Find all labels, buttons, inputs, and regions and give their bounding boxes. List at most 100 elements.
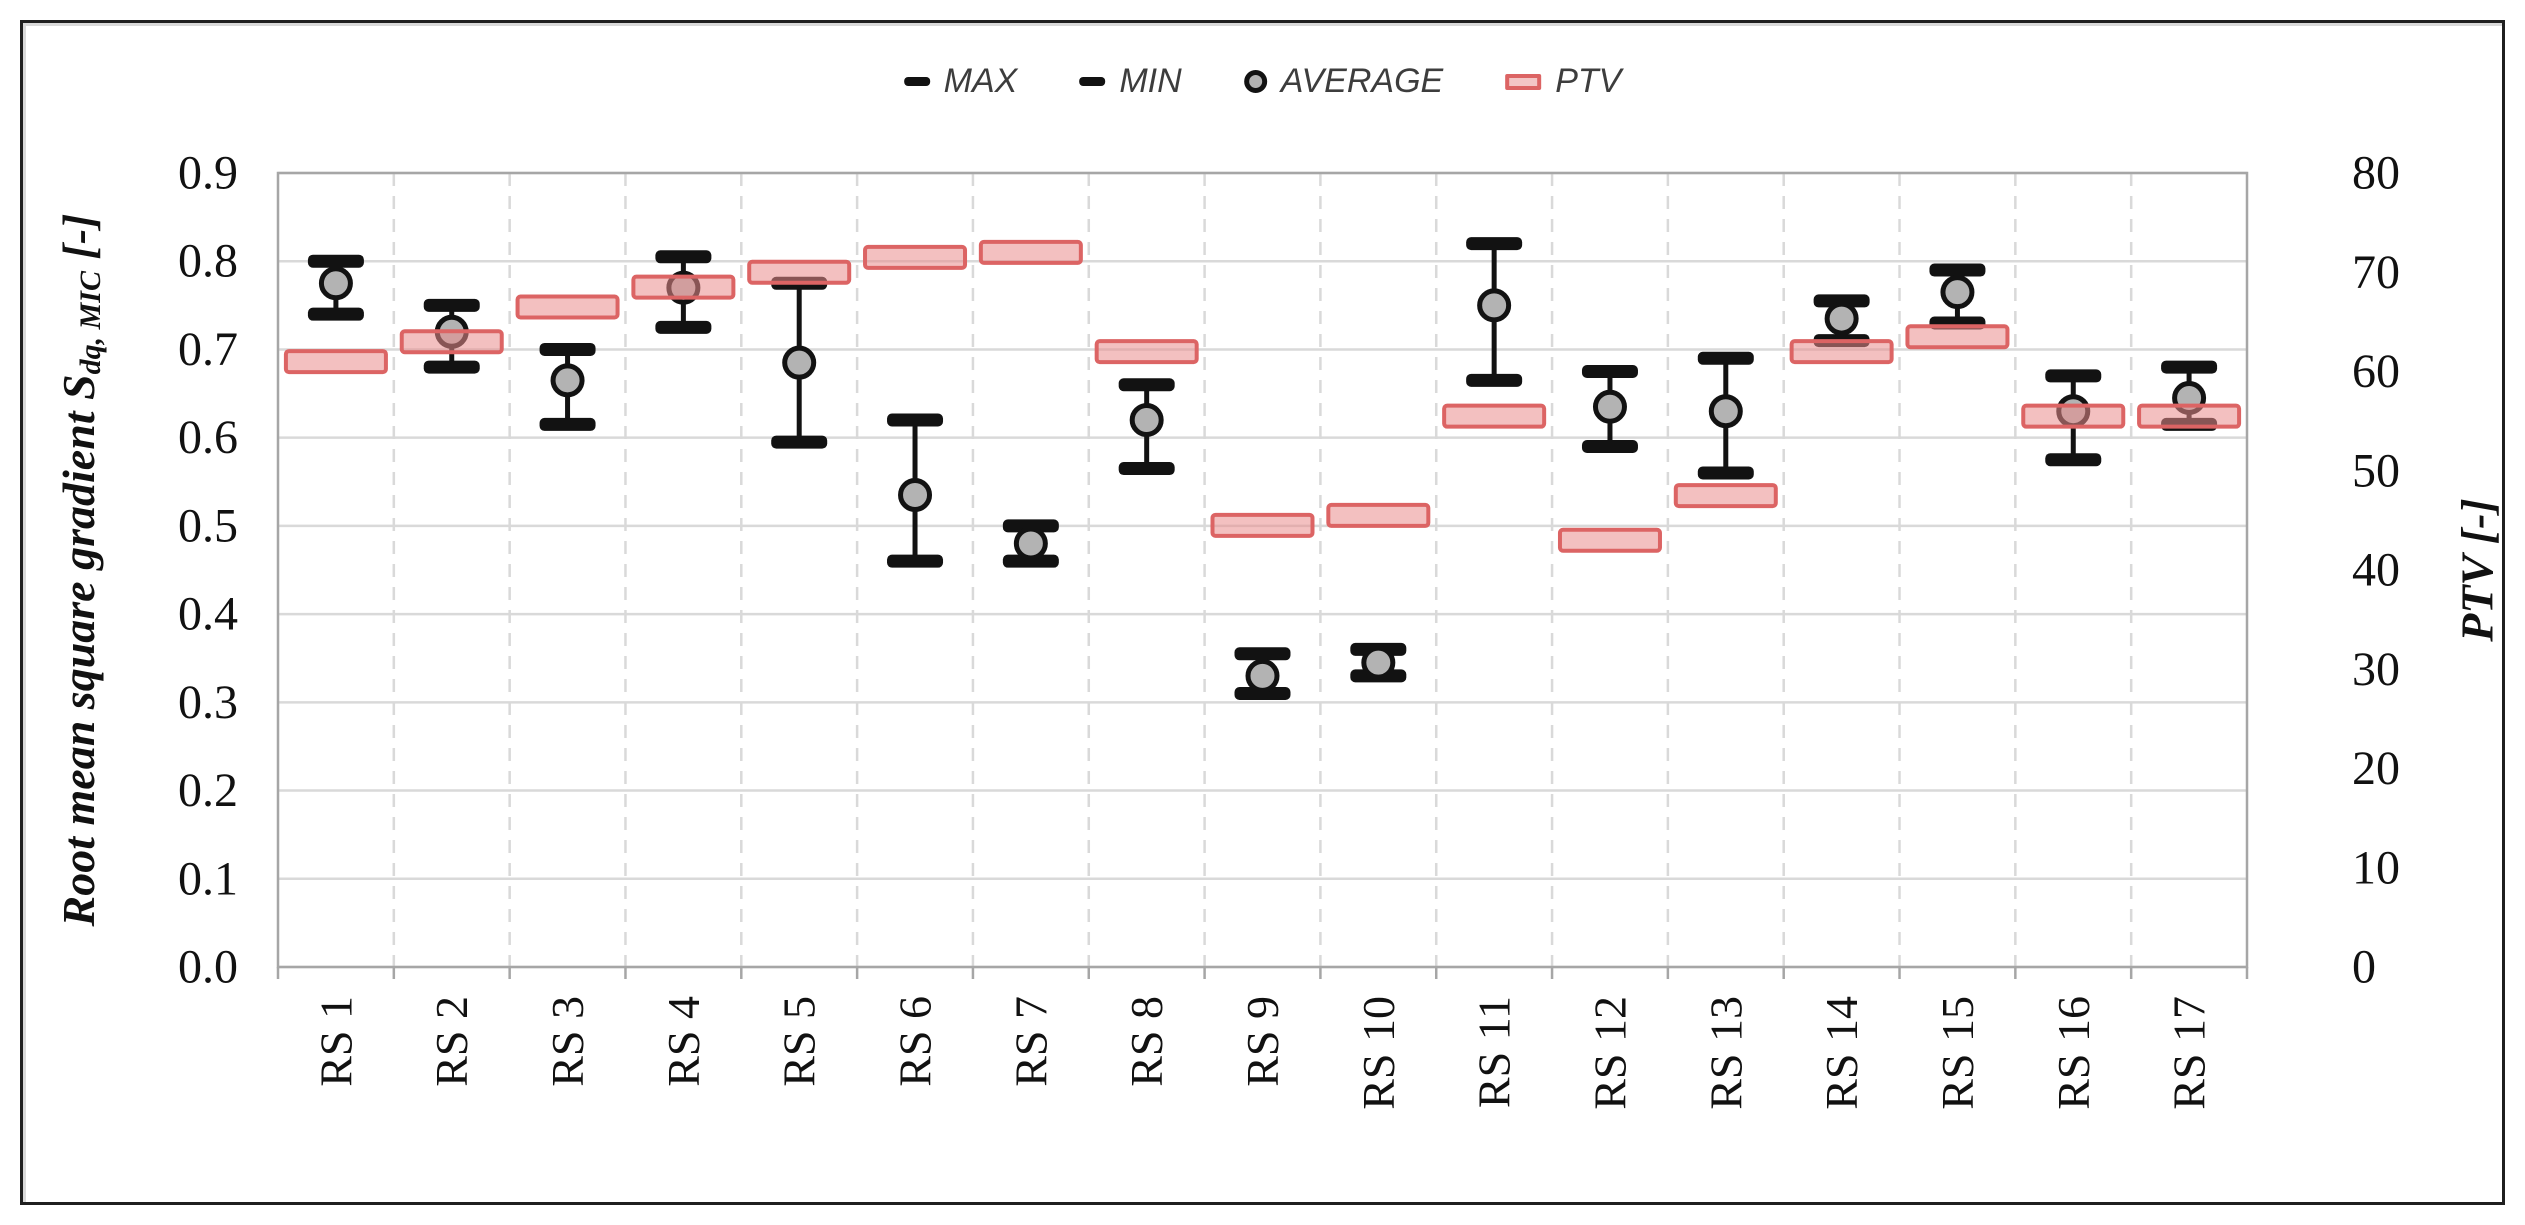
x-category-label: RS 10 <box>1353 996 1404 1110</box>
x-category-label: RS 16 <box>2048 996 2099 1110</box>
average-marker <box>1245 658 1280 693</box>
right-axis-tick-label: 60 <box>2352 345 2400 398</box>
min-cap <box>1581 439 1638 453</box>
legend-item-ptv: PTV <box>1505 62 1621 101</box>
left-axis-tick-label: 0.0 <box>178 941 238 994</box>
ptv-bar <box>1789 339 1894 365</box>
x-category-label: RS 17 <box>2164 996 2215 1110</box>
min-cap <box>1118 462 1175 476</box>
min-cap <box>1466 373 1523 387</box>
right-axis-tick-label: 10 <box>2352 841 2400 894</box>
right-axis-tick-label: 50 <box>2352 444 2400 497</box>
ptv-bar <box>1557 527 1662 553</box>
right-axis-title: PTV [-] <box>2452 498 2503 643</box>
min-cap <box>307 307 364 321</box>
average-circle-icon <box>1243 70 1267 93</box>
average-marker <box>1708 394 1743 429</box>
right-axis-tick-label: 70 <box>2352 246 2400 299</box>
left-axis-tick-label: 0.7 <box>178 323 238 376</box>
max-dash-icon <box>903 77 930 86</box>
left-axis-tick-label: 0.4 <box>178 588 238 641</box>
x-category-label: RS 2 <box>426 996 477 1087</box>
ptv-bar <box>1326 502 1431 528</box>
left-axis-tick-label: 0.6 <box>178 411 238 464</box>
max-cap <box>655 250 712 264</box>
x-category-label: RS 5 <box>774 996 825 1087</box>
ptv-bar <box>1442 403 1547 429</box>
left-axis-tick-label: 0.8 <box>178 235 238 288</box>
figure-border <box>20 20 2505 1205</box>
x-category-label: RS 9 <box>1237 996 1288 1087</box>
max-cap <box>1466 237 1523 251</box>
legend-item-average: AVERAGE <box>1243 62 1443 101</box>
left-axis-tick-label: 0.2 <box>178 764 238 817</box>
ptv-bar <box>863 244 968 270</box>
legend-item-min: MIN <box>1079 62 1182 101</box>
ptv-bar <box>631 274 736 300</box>
max-cap <box>1234 647 1291 661</box>
max-cap <box>539 342 596 356</box>
min-dash-icon <box>1079 77 1106 86</box>
ptv-bar <box>283 349 388 375</box>
right-axis-tick-label: 20 <box>2352 742 2400 795</box>
left-axis-tick-label: 0.5 <box>178 499 238 552</box>
right-axis-tick-label: 40 <box>2352 544 2400 597</box>
ptv-bar <box>399 329 504 355</box>
min-cap <box>539 417 596 431</box>
right-axis-tick-label: 80 <box>2352 147 2400 200</box>
max-cap <box>1581 365 1638 378</box>
average-marker <box>1361 645 1396 680</box>
ptv-bar <box>2137 403 2242 429</box>
left-axis-tick-label: 0.9 <box>178 147 238 200</box>
ptv-bar-icon <box>1505 73 1542 90</box>
ptv-bar <box>1673 483 1778 509</box>
x-category-label: RS 8 <box>1121 996 1172 1087</box>
ptv-bar <box>978 239 1083 265</box>
max-cap <box>1697 351 1754 365</box>
x-category-label: RS 7 <box>1005 996 1056 1087</box>
average-marker <box>1129 403 1164 438</box>
max-cap <box>423 298 480 312</box>
average-marker <box>1477 288 1512 323</box>
x-category-label: RS 4 <box>658 996 709 1087</box>
average-marker <box>1013 526 1048 561</box>
x-category-label: RS 12 <box>1584 996 1635 1110</box>
left-axis-title: Root mean square gradient Sdq, MIC [-] <box>53 214 107 928</box>
max-cap <box>1118 378 1175 392</box>
left-axis-tick-label: 0.3 <box>178 676 238 729</box>
ptv-bar <box>515 294 620 320</box>
max-cap <box>887 413 944 427</box>
legend-label-min: MIN <box>1119 62 1182 100</box>
ptv-bar <box>1094 339 1199 365</box>
x-category-label: RS 13 <box>1700 996 1751 1110</box>
left-axis-tick-label: 0.1 <box>178 852 238 905</box>
average-marker <box>782 345 817 380</box>
max-cap <box>1002 519 1059 533</box>
average-marker <box>550 363 585 398</box>
plot-frame <box>276 171 2249 969</box>
max-cap <box>2161 360 2218 374</box>
average-marker <box>1940 275 1975 310</box>
ptv-bar <box>1905 324 2010 350</box>
ptv-bar <box>1210 512 1315 538</box>
legend: MAX MIN AVERAGE PTV <box>903 62 1621 101</box>
min-cap <box>1234 687 1291 701</box>
average-marker <box>898 478 933 513</box>
min-cap <box>1002 554 1059 568</box>
ptv-bar <box>747 259 852 285</box>
max-cap <box>307 254 364 268</box>
max-cap <box>1813 294 1870 308</box>
right-axis-tick-label: 30 <box>2352 643 2400 696</box>
legend-item-max: MAX <box>903 62 1018 101</box>
ptv-bar <box>2021 403 2126 429</box>
min-cap <box>771 435 828 449</box>
min-cap <box>655 320 712 334</box>
x-category-label: RS 6 <box>890 996 941 1087</box>
right-axis-tick-label: 0 <box>2352 941 2376 994</box>
legend-label-ptv: PTV <box>1555 62 1622 100</box>
legend-label-max: MAX <box>943 62 1018 100</box>
max-cap <box>2045 369 2102 383</box>
min-cap <box>887 554 944 568</box>
x-category-label: RS 11 <box>1469 996 1520 1108</box>
